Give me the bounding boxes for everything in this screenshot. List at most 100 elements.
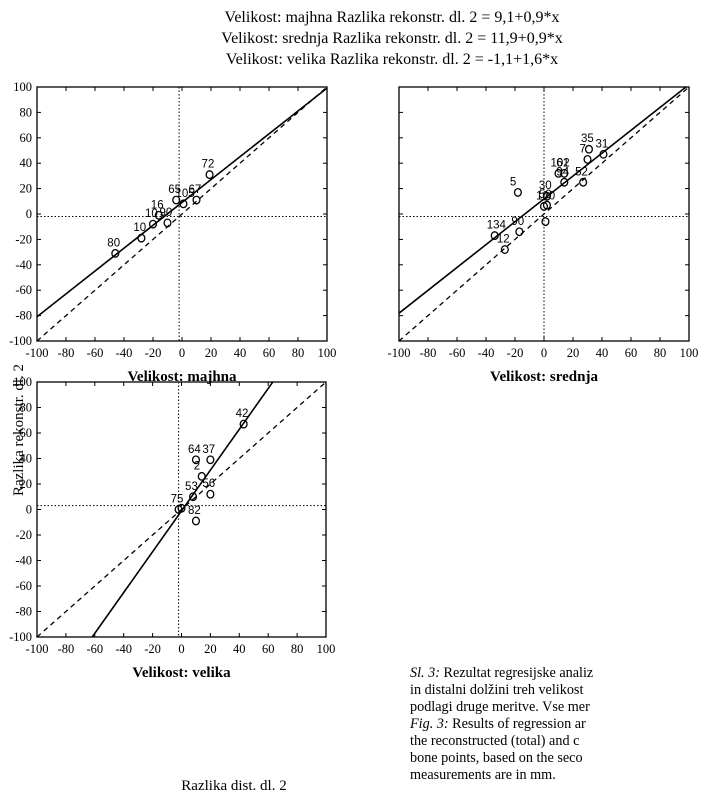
point-label: 75	[171, 494, 184, 506]
data-point	[154, 210, 163, 220]
point-label: 100	[536, 190, 555, 202]
point-label: 10	[145, 208, 158, 220]
x-tick-label: -40	[115, 642, 132, 656]
point-label: 37	[202, 444, 215, 456]
x-tick-label: 100	[680, 346, 699, 360]
y-tick-label: 60	[20, 131, 33, 145]
x-tick-label: 100	[317, 642, 336, 656]
x-tick-label: -100	[388, 346, 411, 360]
x-tick-label: -20	[145, 346, 162, 360]
data-point	[513, 187, 522, 197]
point-label: 80	[107, 237, 120, 249]
x-tick-label: -60	[86, 642, 103, 656]
data-point	[584, 144, 593, 154]
y-tick-label: -100	[9, 334, 32, 348]
data-point	[542, 191, 551, 201]
data-point	[172, 195, 181, 205]
y-tick-label: 60	[20, 426, 33, 440]
point-label: 50	[539, 189, 552, 201]
point-label: 65	[168, 184, 181, 196]
x-tick-label: 100	[318, 346, 337, 360]
y-tick-label: -40	[15, 554, 32, 568]
x-tick-label: -80	[58, 346, 75, 360]
point-label: 12	[497, 234, 510, 246]
data-point	[515, 227, 524, 237]
data-point	[554, 168, 563, 178]
point-label: 102	[551, 157, 570, 169]
point-label: 56	[202, 478, 215, 490]
y-tick-label: -60	[15, 579, 32, 593]
plot-area	[399, 87, 689, 341]
point-label: 134	[487, 220, 507, 232]
x-tick-label: 60	[263, 346, 276, 360]
caption-sl-text-1: Rezultat regresijske analiz	[443, 665, 594, 681]
x-tick-label: -60	[449, 346, 466, 360]
title-line-3: Velikost: velika Razlika rekonstr. dl. 2…	[226, 51, 558, 68]
point-label: 16	[151, 199, 164, 211]
data-point	[177, 503, 186, 513]
caption-sl-line-3: podlagi druge meritve. Vse mer	[410, 699, 590, 715]
data-point	[148, 219, 158, 229]
y-tick-label: 80	[20, 105, 33, 119]
caption-fig-text-1: Results of regression ar	[452, 716, 586, 732]
panel-label: Velikost: velika	[132, 665, 231, 681]
y-tick-label: -20	[15, 232, 32, 246]
point-label: 5	[510, 176, 516, 188]
title-line-2: Velikost: srednja Razlika rekonstr. dl. …	[221, 30, 562, 47]
x-tick-label: -20	[507, 346, 524, 360]
data-point	[206, 489, 215, 499]
y-axis-label: Razlika rekonstr. dl. 2	[11, 364, 27, 496]
x-tick-label: -60	[87, 346, 104, 360]
y-tick-label: -100	[9, 630, 32, 644]
caption-fig-line-2: the reconstructed (total) and c	[410, 733, 580, 749]
y-tick-label: 100	[13, 375, 32, 389]
data-point	[490, 231, 499, 241]
x-tick-label: 0	[179, 346, 185, 360]
point-label: 90	[160, 207, 173, 219]
x-tick-label: 20	[567, 346, 580, 360]
y-tick-label: 80	[20, 401, 33, 415]
identity-line	[37, 87, 327, 341]
x-tick-label: 80	[654, 346, 667, 360]
x-tick-label: 60	[262, 642, 275, 656]
x-tick-label: 0	[178, 642, 184, 656]
point-label: 31	[595, 138, 608, 150]
data-point	[179, 199, 188, 209]
x-tick-label: -80	[58, 642, 75, 656]
x-tick-label: -20	[144, 642, 161, 656]
data-point	[500, 245, 509, 255]
point-label: 105	[175, 188, 194, 200]
data-point	[191, 516, 201, 526]
x-tick-label: 80	[291, 642, 304, 656]
caption-fig-line-4: measurements are in mm.	[410, 767, 556, 783]
identity-line	[399, 87, 689, 341]
x-tick-label: 0	[541, 346, 547, 360]
x-tick-label: 20	[205, 346, 218, 360]
point-label: 82	[188, 505, 201, 517]
x-tick-label: 60	[625, 346, 638, 360]
point-label: 64	[188, 444, 201, 456]
data-point	[163, 218, 172, 228]
data-point	[239, 419, 248, 429]
x-tick-label: 40	[233, 642, 246, 656]
data-point	[560, 168, 569, 178]
caption-sl-line-1: Sl. 3: Rezultat regresijske analiz	[410, 665, 726, 682]
caption-fig-label: Fig. 3:	[410, 716, 449, 732]
y-tick-label: -80	[15, 605, 32, 619]
x-tick-label: 80	[292, 346, 305, 360]
point-label: 42	[236, 408, 249, 420]
data-point	[599, 149, 608, 159]
data-point	[560, 177, 569, 187]
x-tick-label: -80	[420, 346, 437, 360]
y-tick-label: -80	[15, 309, 32, 323]
caption-sl-line-2: in distalni dolžini treh velikost	[410, 682, 584, 698]
panel-label: Velikost: majhna	[127, 369, 237, 385]
x-tick-label: -100	[26, 346, 49, 360]
x-tick-label: -100	[26, 642, 49, 656]
y-tick-label: -40	[15, 258, 32, 272]
title-line-1: Velikost: majhna Razlika rekonstr. dl. 2…	[225, 9, 560, 26]
plot-area	[37, 87, 327, 341]
x-tick-label: 20	[204, 642, 217, 656]
